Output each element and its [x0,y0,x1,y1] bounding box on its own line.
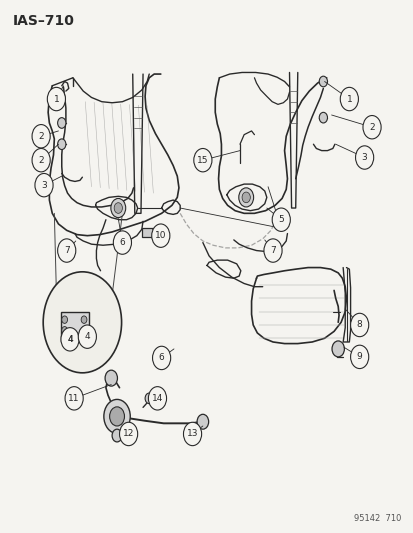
Text: 14: 14 [152,394,163,403]
FancyBboxPatch shape [142,228,154,237]
Text: 1: 1 [53,94,59,103]
Circle shape [43,272,121,373]
Text: 7: 7 [64,246,69,255]
Circle shape [114,203,122,213]
Circle shape [193,149,211,172]
Text: 6: 6 [158,353,164,362]
Circle shape [112,429,122,442]
Circle shape [57,239,76,262]
Circle shape [62,327,67,334]
Circle shape [47,87,65,111]
Circle shape [350,313,368,337]
Text: 1: 1 [346,94,351,103]
Text: 7: 7 [270,246,275,255]
Circle shape [242,192,250,203]
Circle shape [65,386,83,410]
Circle shape [183,422,201,446]
Text: 2: 2 [38,132,44,141]
Text: 12: 12 [123,430,134,439]
Text: 5: 5 [278,215,283,224]
Circle shape [197,414,208,429]
Circle shape [57,139,66,150]
Circle shape [331,341,344,357]
Text: 11: 11 [68,394,80,403]
Circle shape [119,422,138,446]
Circle shape [35,173,53,197]
Text: 4: 4 [67,335,73,344]
Circle shape [32,125,50,148]
Text: 13: 13 [186,430,198,439]
Circle shape [145,393,153,403]
FancyBboxPatch shape [155,229,166,236]
Circle shape [339,87,358,111]
Circle shape [32,149,50,172]
FancyBboxPatch shape [60,312,88,341]
Text: 8: 8 [356,320,362,329]
Circle shape [318,112,327,123]
Circle shape [151,224,169,247]
Circle shape [362,116,380,139]
Circle shape [152,346,170,369]
Circle shape [104,399,130,433]
Circle shape [318,76,327,87]
Circle shape [113,231,131,254]
Text: 4: 4 [84,332,90,341]
Text: 6: 6 [119,238,125,247]
Text: 4: 4 [67,335,73,344]
Circle shape [355,146,373,169]
Text: 9: 9 [356,352,362,361]
Text: 10: 10 [154,231,166,240]
Text: 2: 2 [38,156,44,165]
Circle shape [81,327,87,334]
Circle shape [78,325,96,349]
Circle shape [350,345,368,368]
Text: 15: 15 [197,156,208,165]
Circle shape [238,188,253,207]
Circle shape [62,316,67,324]
Circle shape [57,118,66,128]
Circle shape [263,239,281,262]
Circle shape [271,208,290,231]
Text: 2: 2 [368,123,374,132]
Circle shape [61,328,79,351]
Text: 3: 3 [41,181,47,190]
Circle shape [148,386,166,410]
Text: IAS–710: IAS–710 [13,14,75,28]
Text: 3: 3 [361,153,367,162]
Text: 95142  710: 95142 710 [353,514,400,523]
Circle shape [81,316,87,324]
Circle shape [109,407,124,426]
Circle shape [111,198,126,217]
Circle shape [105,370,117,386]
